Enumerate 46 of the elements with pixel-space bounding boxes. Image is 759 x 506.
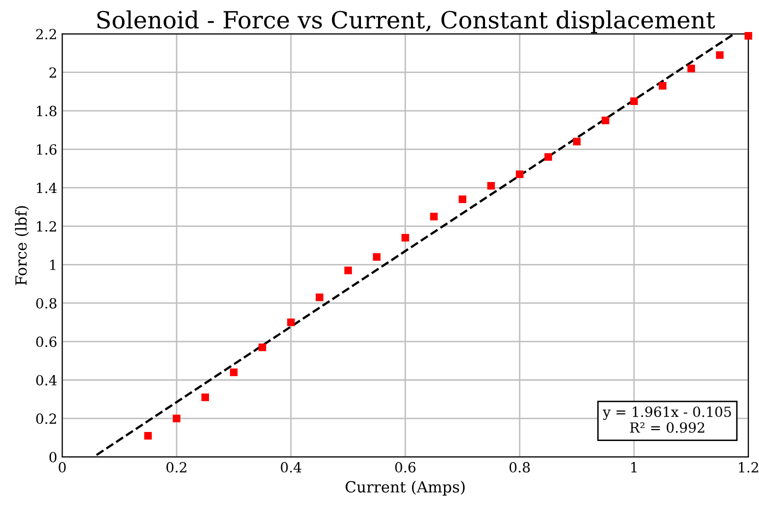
x-tick-label: 0.2 bbox=[166, 462, 186, 473]
point bbox=[316, 294, 324, 302]
y-tick-label: 2 bbox=[49, 67, 56, 78]
y-tick-label: 0.2 bbox=[36, 413, 56, 424]
point bbox=[744, 32, 752, 40]
point bbox=[573, 138, 581, 146]
x-tick-label: 1 bbox=[631, 462, 636, 472]
point bbox=[201, 394, 209, 402]
y-tick-label: 1.2 bbox=[36, 221, 56, 232]
point bbox=[230, 368, 238, 376]
annotation: R² = 0.992 bbox=[630, 422, 704, 433]
point bbox=[372, 253, 381, 261]
point bbox=[144, 432, 152, 440]
y-tick-label: 0 bbox=[49, 452, 56, 462]
y-tick-label: 1.8 bbox=[36, 106, 56, 116]
y-axis-title: Force (lbf) bbox=[14, 206, 29, 286]
x-tick-label: 0 bbox=[58, 462, 66, 473]
x-tick-label: 1.2 bbox=[739, 462, 758, 473]
point bbox=[287, 318, 295, 326]
x-tick-label: 0.6 bbox=[395, 462, 416, 473]
y-tick-label: 1.4 bbox=[36, 182, 57, 194]
point bbox=[344, 266, 352, 274]
point bbox=[172, 414, 180, 422]
y-tick-label: 0.4 bbox=[36, 374, 57, 386]
point bbox=[687, 64, 695, 72]
point bbox=[402, 234, 410, 242]
chart-title: Solenoid - Force vs Current, Constant displacement bbox=[97, 10, 716, 34]
point bbox=[516, 170, 524, 178]
y-tick-label: 2.2 bbox=[36, 28, 56, 40]
y-tick-label: 0.6 bbox=[36, 336, 57, 348]
point bbox=[658, 82, 666, 90]
x-axis-title: Current (Amps) bbox=[346, 480, 465, 496]
x-tick-label: 0.8 bbox=[510, 462, 530, 473]
y-tick-label: 1 bbox=[50, 260, 56, 270]
point bbox=[630, 97, 638, 106]
x-tick-label: 0.4 bbox=[280, 462, 302, 473]
point bbox=[544, 153, 552, 161]
point bbox=[602, 116, 610, 124]
point bbox=[716, 51, 724, 59]
point bbox=[487, 182, 495, 190]
point bbox=[458, 195, 466, 204]
y-tick-label: 1.6 bbox=[36, 144, 57, 155]
annotation: y = 1.961x - 0.105 bbox=[602, 406, 731, 420]
y-tick-label: 0.8 bbox=[36, 298, 56, 309]
point bbox=[430, 212, 438, 220]
point bbox=[258, 344, 266, 352]
